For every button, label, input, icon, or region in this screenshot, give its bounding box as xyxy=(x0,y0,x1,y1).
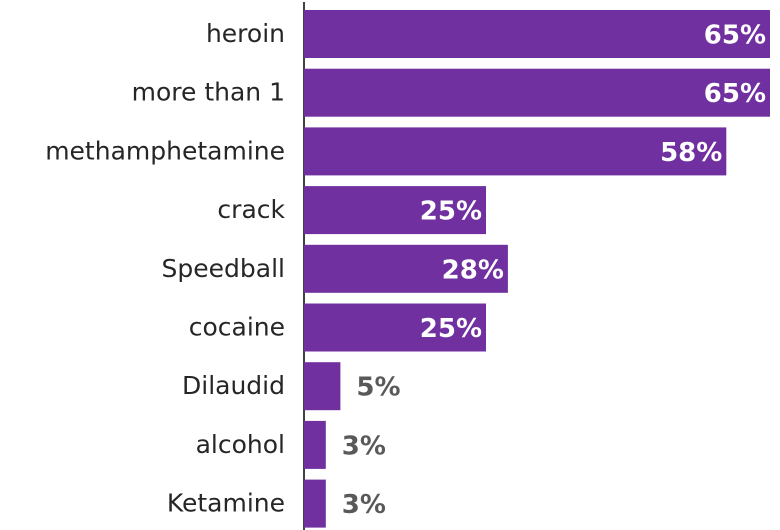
category-label: cocaine xyxy=(189,313,285,342)
data-label: 3% xyxy=(342,490,386,520)
data-label: 3% xyxy=(342,431,386,461)
bar-crack xyxy=(304,186,486,235)
category-label: Speedball xyxy=(162,254,285,283)
category-label: methamphetamine xyxy=(45,136,285,165)
bar-more-than-1 xyxy=(304,68,770,117)
category-label: crack xyxy=(217,195,285,224)
data-label: 28% xyxy=(442,255,504,285)
category-label: more than 1 xyxy=(132,78,285,107)
bars-layer xyxy=(304,10,770,528)
bar-speedball xyxy=(304,244,508,293)
data-label: 25% xyxy=(420,197,482,227)
bar-methamphetamine xyxy=(304,127,727,176)
data-label: 5% xyxy=(356,373,400,403)
data-label: 65% xyxy=(704,21,766,51)
bar-ketamine xyxy=(304,479,326,528)
labels-layer: heroin 65% more than 1 65% methamphetamine 58… xyxy=(45,19,766,520)
bar-dilaudid xyxy=(304,362,341,411)
bar-alcohol xyxy=(304,420,326,469)
data-label: 65% xyxy=(704,79,766,109)
data-label: 25% xyxy=(420,314,482,344)
category-label: Ketamine xyxy=(167,489,285,518)
category-label: Dilaudid xyxy=(182,371,285,400)
data-label: 58% xyxy=(660,138,722,168)
bar-cocaine xyxy=(304,303,486,352)
category-label: heroin xyxy=(206,19,285,48)
category-label: alcohol xyxy=(196,430,285,459)
bar-heroin xyxy=(304,10,770,58)
